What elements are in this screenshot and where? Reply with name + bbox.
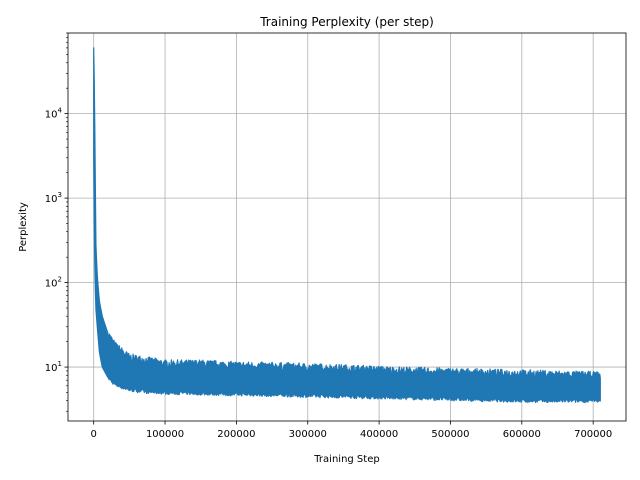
plot-frame — [67, 32, 627, 422]
series-line-perplexity — [93, 47, 601, 404]
x-tick-label: 300000 — [289, 429, 327, 440]
y-tick-label: 101 — [45, 360, 62, 374]
x-axis-label: Training Step — [313, 454, 379, 465]
x-tick-label: 500000 — [431, 429, 469, 440]
series-layer — [93, 47, 601, 404]
y-tick-label: 104 — [45, 107, 63, 121]
y-tick-label: 103 — [45, 191, 62, 205]
x-tick-label: 600000 — [503, 429, 541, 440]
x-tick-label: 100000 — [146, 429, 184, 440]
x-tick-label: 400000 — [360, 429, 398, 440]
x-tick-label: 200000 — [217, 429, 255, 440]
x-axis-ticks: 0 100000 200000 300000 400000 500000 600000 700… — [91, 421, 612, 440]
y-axis-label: Perplexity — [18, 202, 29, 252]
y-tick-label: 102 — [45, 276, 62, 290]
chart-title: Training Perplexity (per step) — [259, 15, 434, 29]
x-tick-label: 0 — [91, 429, 97, 440]
x-tick-label: 700000 — [574, 429, 612, 440]
y-axis-ticks: 101 102 103 104 — [45, 32, 68, 412]
